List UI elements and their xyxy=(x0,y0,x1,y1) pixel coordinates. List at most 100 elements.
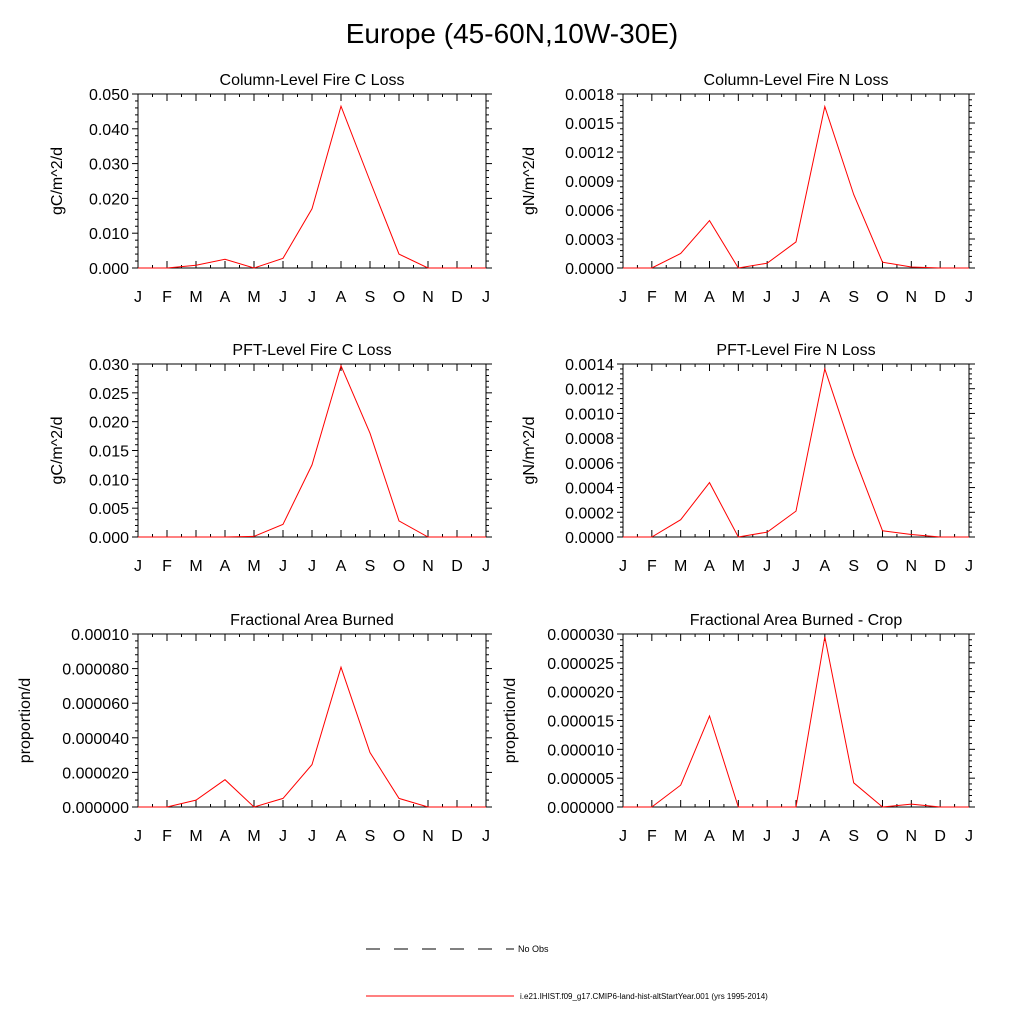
x-tick-label: M xyxy=(247,289,260,306)
y-tick-label: 0.0012 xyxy=(565,382,614,399)
y-axis-label: gN/m^2/d xyxy=(521,147,538,215)
x-tick-label: J xyxy=(308,828,316,845)
x-tick-label: J xyxy=(619,558,627,575)
y-axis-label: gC/m^2/d xyxy=(49,147,66,215)
y-tick-label: 0.0002 xyxy=(565,505,614,522)
x-tick-label: F xyxy=(162,558,172,575)
x-tick-label: A xyxy=(704,828,715,845)
x-tick-label: O xyxy=(393,558,405,575)
x-tick-label: M xyxy=(732,828,745,845)
x-tick-label: A xyxy=(819,289,830,306)
x-tick-label: F xyxy=(647,558,657,575)
x-tick-label: M xyxy=(247,828,260,845)
x-tick-label: J xyxy=(308,558,316,575)
x-tick-label: J xyxy=(134,828,142,845)
x-tick-label: A xyxy=(819,558,830,575)
x-tick-label: J xyxy=(965,828,973,845)
x-tick-label: J xyxy=(482,828,490,845)
plot-frame xyxy=(137,93,487,269)
x-tick-label: J xyxy=(279,828,287,845)
y-axis-label: gN/m^2/d xyxy=(521,417,538,485)
series-line xyxy=(623,104,969,269)
x-tick-label: J xyxy=(763,558,771,575)
x-tick-label: J xyxy=(965,289,973,306)
x-tick-label: N xyxy=(422,828,434,845)
y-tick-label: 0.0018 xyxy=(565,87,614,104)
y-axis-label: proportion/d xyxy=(17,678,34,763)
plot-frame xyxy=(622,633,970,808)
x-tick-label: J xyxy=(619,828,627,845)
x-tick-label: S xyxy=(365,558,376,575)
x-tick-label: O xyxy=(393,828,405,845)
y-tick-label: 0.0015 xyxy=(565,116,614,133)
y-tick-label: 0.0006 xyxy=(565,203,614,220)
x-tick-label: N xyxy=(906,558,918,575)
y-tick-label: 0.015 xyxy=(89,444,129,461)
x-tick-label: M xyxy=(189,289,202,306)
x-tick-label: D xyxy=(451,558,463,575)
plot-frame xyxy=(137,633,487,808)
y-tick-label: 0.030 xyxy=(89,157,129,174)
y-tick-label: 0.0008 xyxy=(565,431,614,448)
x-tick-label: S xyxy=(365,828,376,845)
x-tick-label: F xyxy=(162,289,172,306)
x-tick-label: A xyxy=(220,828,231,845)
x-tick-label: M xyxy=(247,558,260,575)
x-tick-label: J xyxy=(482,289,490,306)
y-tick-label: 0.0010 xyxy=(565,406,614,423)
y-tick-label: 0.000015 xyxy=(547,714,614,731)
x-tick-label: A xyxy=(220,558,231,575)
y-tick-label: 0.000010 xyxy=(547,742,614,759)
y-tick-label: 0.000 xyxy=(89,530,129,547)
y-tick-label: 0.0004 xyxy=(565,481,614,498)
x-tick-label: M xyxy=(674,289,687,306)
series-line xyxy=(138,665,486,808)
x-tick-label: N xyxy=(906,289,918,306)
chart-title: Column-Level Fire N Loss xyxy=(704,72,889,89)
x-tick-label: M xyxy=(732,289,745,306)
x-tick-label: O xyxy=(876,828,888,845)
y-tick-label: 0.000020 xyxy=(62,765,129,782)
y-axis-label: proportion/d xyxy=(502,678,519,763)
x-tick-label: N xyxy=(422,289,434,306)
y-tick-label: 0.0012 xyxy=(565,145,614,162)
x-tick-label: J xyxy=(792,828,800,845)
x-tick-label: A xyxy=(336,828,347,845)
x-tick-label: F xyxy=(647,828,657,845)
y-tick-label: 0.000 xyxy=(89,261,129,278)
x-tick-label: S xyxy=(848,558,859,575)
x-tick-label: S xyxy=(365,289,376,306)
x-tick-label: A xyxy=(220,289,231,306)
x-tick-label: M xyxy=(189,828,202,845)
chart-title: PFT-Level Fire N Loss xyxy=(716,342,875,359)
x-tick-label: A xyxy=(336,289,347,306)
x-tick-label: J xyxy=(279,289,287,306)
x-tick-label: S xyxy=(848,289,859,306)
x-tick-label: D xyxy=(934,558,946,575)
y-tick-label: 0.0014 xyxy=(565,357,614,374)
x-tick-label: N xyxy=(422,558,434,575)
y-tick-label: 0.00010 xyxy=(71,627,129,644)
chart-title: Fractional Area Burned - Crop xyxy=(690,612,903,629)
x-tick-label: J xyxy=(308,289,316,306)
x-tick-label: D xyxy=(451,289,463,306)
series-line xyxy=(138,104,486,269)
x-tick-label: M xyxy=(732,558,745,575)
y-tick-label: 0.000080 xyxy=(62,662,129,679)
x-tick-label: J xyxy=(134,558,142,575)
y-tick-label: 0.000020 xyxy=(547,685,614,702)
y-tick-label: 0.050 xyxy=(89,87,129,104)
x-tick-label: O xyxy=(393,289,405,306)
y-tick-label: 0.020 xyxy=(89,191,129,208)
y-tick-label: 0.010 xyxy=(89,472,129,489)
plot-frame xyxy=(137,363,487,538)
y-tick-label: 0.030 xyxy=(89,357,129,374)
x-tick-label: M xyxy=(674,558,687,575)
x-tick-label: J xyxy=(792,289,800,306)
x-tick-label: J xyxy=(134,289,142,306)
y-axis-label: gC/m^2/d xyxy=(49,417,66,485)
x-tick-label: M xyxy=(674,828,687,845)
x-tick-label: J xyxy=(279,558,287,575)
chart-title: PFT-Level Fire C Loss xyxy=(232,342,391,359)
